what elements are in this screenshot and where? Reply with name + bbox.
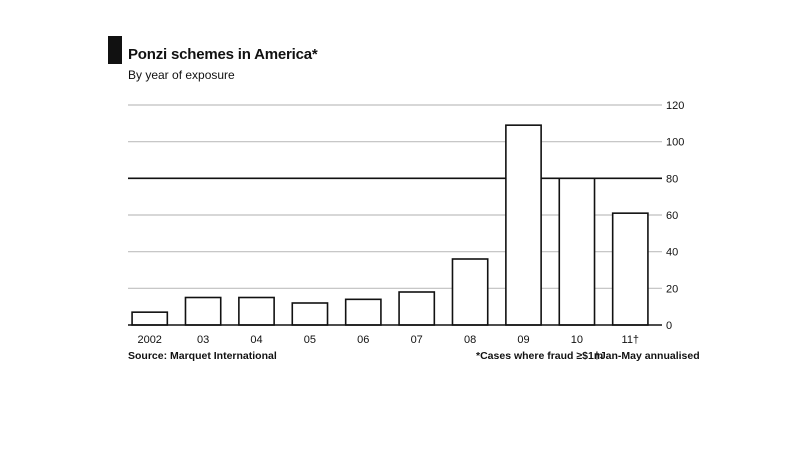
x-tick-label: 2002 <box>137 334 161 346</box>
y-tick-label: 60 <box>666 210 678 222</box>
footnote-star: *Cases where fraud ≥$1m <box>476 350 604 362</box>
bar <box>131 311 169 326</box>
bar <box>505 124 542 326</box>
x-tick-label: 06 <box>357 334 369 346</box>
x-tick-label: 04 <box>250 334 262 346</box>
x-tick-label: 07 <box>411 334 423 346</box>
title-marker <box>108 36 122 64</box>
bar <box>184 296 222 326</box>
bar <box>238 296 275 326</box>
y-tick-label: 20 <box>666 283 678 295</box>
chart-title: Ponzi schemes in America* <box>128 46 318 63</box>
bar <box>611 212 649 326</box>
bar <box>558 177 596 326</box>
bar <box>398 291 436 326</box>
y-tick-label: 40 <box>666 247 678 259</box>
source-note: Source: Marquet International <box>128 350 277 362</box>
x-tick-label: 03 <box>197 334 209 346</box>
bar <box>291 302 329 326</box>
x-tick-label: 10 <box>571 334 583 346</box>
x-tick-label: 05 <box>304 334 316 346</box>
x-tick-label: 09 <box>517 334 529 346</box>
y-tick-label: 120 <box>666 100 684 112</box>
x-tick-label: 08 <box>464 334 476 346</box>
chart-subtitle: By year of exposure <box>128 68 235 82</box>
footnote-dagger: †Jan-May annualised <box>594 350 700 362</box>
x-tick-label: 11† <box>622 334 640 346</box>
y-tick-label: 100 <box>666 137 684 149</box>
y-tick-label: 80 <box>666 173 678 185</box>
bar <box>344 298 382 326</box>
bar <box>451 258 489 326</box>
y-tick-label: 0 <box>666 320 672 332</box>
